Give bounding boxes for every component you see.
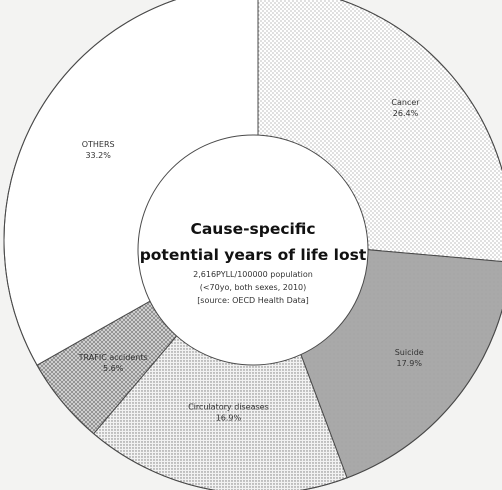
outer-ring: [3, 0, 502, 490]
slice-value-2: 16.9%: [216, 413, 242, 422]
slice-value-3: 5.6%: [103, 364, 124, 373]
slice-label-1: Suicide: [395, 348, 424, 357]
slice-value-1: 17.9%: [397, 359, 423, 368]
slice-label-0: Cancer: [391, 98, 420, 107]
slice-label-3: TRAFIC accidents: [78, 353, 148, 362]
center-title-line-1: Cause-specific: [190, 220, 315, 238]
slice-value-0: 26.4%: [393, 109, 419, 118]
center-subtitle-line-2: (<70yo, both sexes, 2010): [200, 283, 307, 292]
center-subtitle-line-1: 2,616PYLL/100000 population: [193, 270, 313, 279]
center-title-line-2: potential years of life lost: [140, 246, 367, 264]
slice-label-2: Circulatory diseases: [188, 402, 269, 411]
slice-value-4: 33.2%: [85, 151, 111, 160]
donut-hole: [137, 134, 369, 366]
center-subtitle-line-3: [source: OECD Health Data]: [197, 296, 309, 305]
slice-label-4: OTHERS: [82, 140, 115, 149]
slice-labels-group: Cancer 26.4% Suicide 17.9% Circulatory disea…: [78, 98, 424, 423]
